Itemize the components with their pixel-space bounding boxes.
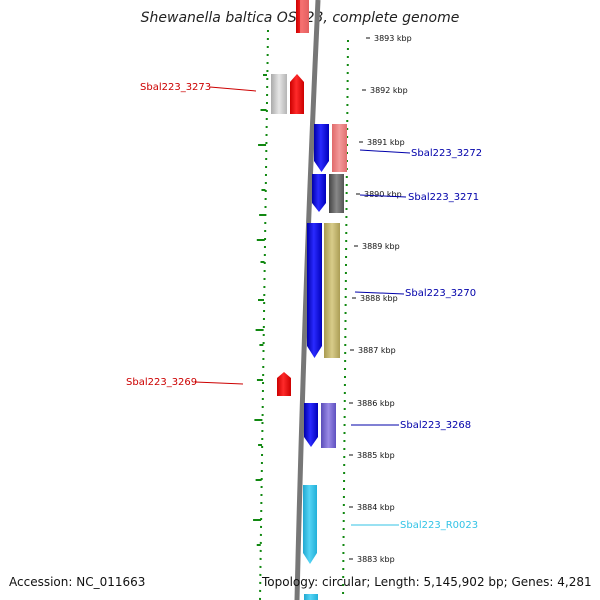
cog-box-sbal223-3270 [324,223,340,358]
gc-content-ticks [253,74,267,546]
cog-box-sbal223-3272 [332,124,347,172]
kbp-tick-label: 3885 kbp [357,451,395,460]
kbp-tick-label: 3886 kbp [357,399,395,408]
kbp-tick-label: 3888 kbp [360,294,398,303]
gene-label-sbal223-3268[interactable]: Sbal223_3268 [400,420,471,431]
gc-skew-track-left [259,29,269,600]
gene-features [271,0,347,600]
kbp-tick-label: 3887 kbp [358,346,396,355]
kbp-tick-label: 3893 kbp [374,34,412,43]
gene-arrow-sbal223-3271[interactable] [312,174,326,212]
gene-arrow-top-partial-b [300,0,309,33]
gene-label-sbal223-r0023[interactable]: Sbal223_R0023 [400,520,478,531]
kbp-tick-label: 3889 kbp [362,242,400,251]
gene-label-sbal223-3269[interactable]: Sbal223_3269 [126,377,197,388]
gene-arrow-sbal223-r0023[interactable] [303,485,317,564]
gene-label-sbal223-3273[interactable]: Sbal223_3273 [140,82,211,93]
gc-skew-track-right [342,39,349,600]
gene-label-callouts: Sbal223_3273 Sbal223_3272 Sbal223_3271 S… [126,82,482,531]
gene-arrow-sbal223-3270[interactable] [307,223,322,358]
kbp-tick-label: 3883 kbp [357,555,395,564]
gene-label-sbal223-3272[interactable]: Sbal223_3272 [411,148,482,159]
kbp-ticks: 3893 kbp 3892 kbp 3891 kbp 3890 kbp 3889 kbp… [349,34,412,564]
gene-arrow-bottom-partial [304,594,318,600]
accession-label: Accession: NC_011663 [9,575,146,589]
kbp-tick-label: 3884 kbp [357,503,395,512]
cog-box-sbal223-3273 [271,74,287,114]
kbp-tick-label: 3891 kbp [367,138,405,147]
kbp-tick-label: 3892 kbp [370,86,408,95]
gene-arrow-sbal223-3268[interactable] [304,403,318,447]
chromosome-backbone [294,0,321,600]
gene-arrow-sbal223-3273[interactable] [290,74,304,114]
gene-label-sbal223-3271[interactable]: Sbal223_3271 [408,192,479,203]
gene-arrow-sbal223-3272[interactable] [314,124,329,172]
gene-arrow-sbal223-3269[interactable] [277,372,291,396]
cog-box-sbal223-3268 [321,403,336,448]
genome-summary: Topology: circular; Length: 5,145,902 bp… [262,575,592,589]
kbp-tick-label: 3890 kbp [364,190,402,199]
gene-label-sbal223-3270[interactable]: Sbal223_3270 [405,288,476,299]
cog-box-sbal223-3271 [329,174,344,213]
